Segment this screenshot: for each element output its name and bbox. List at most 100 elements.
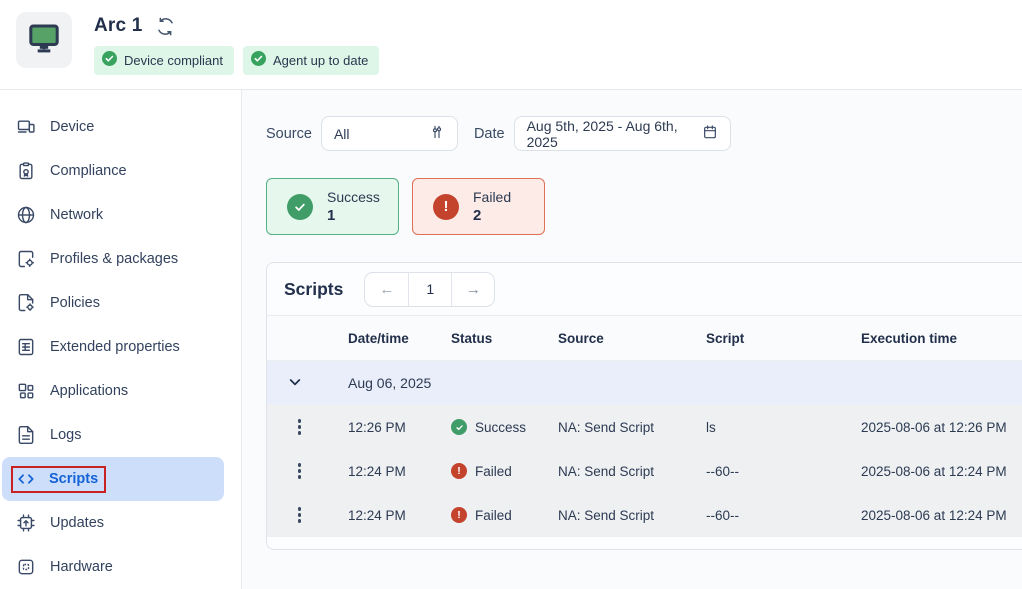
row-source: NA: Send Script [558, 463, 655, 479]
previous-page-button[interactable]: ← [379, 280, 395, 298]
row-script: ls [706, 419, 716, 435]
source-filter-label: Source [266, 125, 312, 142]
device-header: Arc 1 Device compliant [0, 0, 1022, 90]
globe-icon [16, 205, 36, 225]
table-footer-spacer [267, 537, 1022, 549]
sidebar-item-device[interactable]: Device [0, 105, 241, 149]
success-check-icon [451, 419, 467, 435]
sidebar: Device Compliance Network [0, 90, 242, 589]
row-source: NA: Send Script [558, 419, 655, 435]
row-status: Success [475, 419, 527, 435]
success-summary-card[interactable]: Success 1 [266, 178, 399, 235]
status-badges: Device compliant Agent up to date [94, 46, 380, 75]
compliance-icon [16, 161, 36, 181]
sidebar-item-scripts[interactable]: Scripts [2, 457, 224, 501]
group-date: Aug 06, 2025 [348, 375, 432, 391]
failed-exclamation-icon: ! [433, 193, 459, 220]
device-avatar [16, 12, 72, 68]
column-header-datetime: Date/time [348, 330, 409, 346]
table-row[interactable]: 12:24 PM ! Failed NA: Send Script --60--… [267, 493, 1022, 537]
date-group-row: Aug 06, 2025 [267, 361, 1022, 405]
sidebar-item-label: Extended properties [50, 339, 180, 355]
sidebar-item-label: Hardware [50, 559, 113, 575]
column-header-execution-time: Execution time [861, 330, 958, 346]
applications-icon [16, 381, 36, 401]
sidebar-item-network[interactable]: Network [0, 193, 241, 237]
filter-bar: Source All Date Aug 5th, 2025 - Aug 6th,… [266, 116, 1022, 151]
code-icon [16, 469, 36, 489]
row-status: Failed [475, 463, 512, 479]
sidebar-item-compliance[interactable]: Compliance [0, 149, 241, 193]
sidebar-item-applications[interactable]: Applications [0, 369, 241, 413]
policies-icon [16, 293, 36, 313]
updates-icon [16, 513, 36, 533]
row-actions-kebab-icon[interactable] [295, 460, 304, 481]
success-check-icon [287, 193, 313, 220]
sidebar-item-label: Logs [50, 427, 82, 443]
sliders-icon [429, 124, 445, 143]
success-card-count: 1 [327, 207, 336, 224]
next-page-button[interactable]: → [451, 272, 494, 306]
sidebar-item-label: Profiles & packages [50, 251, 179, 267]
failed-card-count: 2 [473, 207, 482, 224]
check-circle-icon [251, 51, 266, 69]
source-filter-select[interactable]: All [320, 116, 458, 151]
failed-summary-card[interactable]: ! Failed 2 [412, 178, 545, 235]
sidebar-item-profiles-packages[interactable]: Profiles & packages [0, 237, 241, 281]
sidebar-item-extended-properties[interactable]: Extended properties [0, 325, 241, 369]
table-header-row: Date/time Status Source Script Execution… [267, 316, 1022, 361]
row-actions-kebab-icon[interactable] [295, 416, 304, 437]
row-time: 12:24 PM [348, 507, 406, 523]
refresh-icon[interactable] [156, 17, 175, 36]
column-header-script: Script [706, 330, 745, 346]
monitor-icon [26, 20, 62, 61]
collapse-group-button[interactable] [267, 374, 348, 393]
row-execution-time: 2025-08-06 at 12:26 PM [861, 419, 1007, 435]
sidebar-item-label: Network [50, 207, 104, 223]
date-filter-label: Date [473, 125, 505, 142]
compliance-badge-label: Device compliant [124, 52, 223, 68]
sidebar-item-label: Scripts [49, 470, 99, 487]
table-row[interactable]: 12:24 PM ! Failed NA: Send Script --60--… [267, 449, 1022, 493]
failed-card-label: Failed [473, 189, 512, 205]
row-time: 12:24 PM [348, 463, 406, 479]
column-header-source: Source [558, 330, 604, 346]
sidebar-item-label: Policies [50, 295, 100, 311]
row-script: --60-- [706, 507, 739, 523]
pagination: ← 1 → [364, 271, 496, 307]
row-time: 12:26 PM [348, 419, 406, 435]
date-range-picker[interactable]: Aug 5th, 2025 - Aug 6th, 2025 [513, 116, 731, 151]
logs-icon [16, 425, 36, 445]
sidebar-item-label: Device [50, 119, 95, 135]
row-actions-kebab-icon[interactable] [295, 504, 304, 525]
column-header-status: Status [451, 330, 493, 346]
row-status: Failed [475, 507, 512, 523]
extended-properties-icon [16, 337, 36, 357]
sidebar-item-policies[interactable]: Policies [0, 281, 241, 325]
scripts-card-title: Scripts [284, 278, 344, 299]
profiles-packages-icon [16, 249, 36, 269]
date-range-value: Aug 5th, 2025 - Aug 6th, 2025 [526, 117, 678, 150]
sidebar-item-logs[interactable]: Logs [0, 413, 241, 457]
hardware-icon [16, 557, 36, 577]
sidebar-item-label: Compliance [50, 163, 127, 179]
sidebar-item-label: Updates [50, 515, 105, 531]
scripts-table-card: Scripts ← 1 → Date/time Status Source Sc… [266, 262, 1022, 550]
scripts-page: Source All Date Aug 5th, 2025 - Aug 6th,… [242, 90, 1022, 589]
annotation-highlight: Scripts [11, 465, 107, 493]
agent-badge: Agent up to date [243, 46, 380, 75]
sidebar-item-hardware[interactable]: Hardware [0, 545, 241, 589]
device-name: Arc 1 [94, 15, 143, 36]
device-icon [16, 117, 36, 137]
source-filter-value: All [333, 125, 350, 142]
table-row[interactable]: 12:26 PM Success NA: Send Script ls 2025… [267, 405, 1022, 449]
calendar-icon [702, 124, 718, 143]
row-execution-time: 2025-08-06 at 12:24 PM [861, 463, 1007, 479]
check-circle-icon [102, 51, 117, 69]
compliance-badge: Device compliant [94, 46, 234, 75]
agent-badge-label: Agent up to date [273, 52, 369, 68]
chevron-down-icon [287, 374, 303, 393]
current-page-number: 1 [408, 272, 451, 306]
sidebar-item-updates[interactable]: Updates [0, 501, 241, 545]
success-card-label: Success [327, 189, 380, 205]
